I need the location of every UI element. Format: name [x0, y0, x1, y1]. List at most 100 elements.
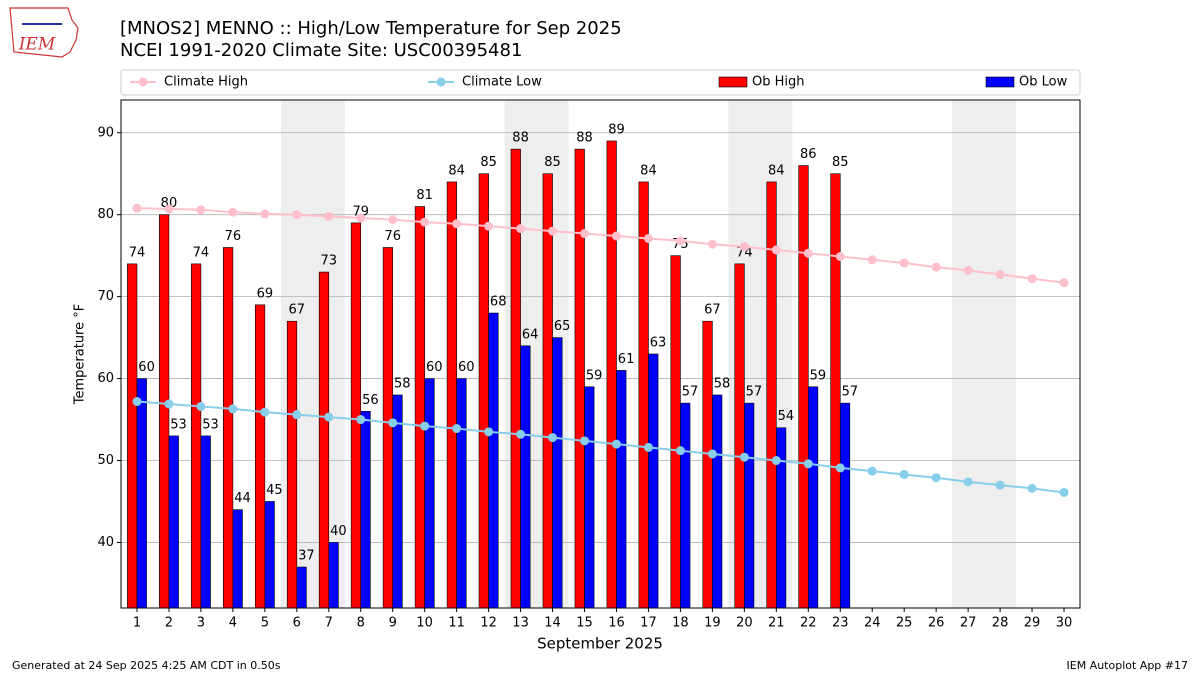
x-tick-label: 19 [704, 616, 721, 631]
legend-marker [138, 77, 148, 87]
bar [648, 353, 659, 609]
bar [616, 370, 627, 609]
data-label: 89 [608, 122, 625, 137]
data-label: 53 [170, 417, 187, 432]
bar [606, 140, 617, 609]
marker [260, 407, 270, 417]
legend-box [120, 69, 1081, 96]
bar [328, 542, 339, 609]
marker [803, 459, 813, 469]
marker [484, 427, 494, 437]
x-tick-label: 26 [928, 616, 945, 631]
y-tick-label: 80 [97, 207, 114, 222]
data-label: 63 [650, 336, 667, 351]
x-tick-label: 17 [640, 616, 657, 631]
plot-frame [120, 99, 1081, 609]
marker [420, 421, 430, 431]
logo-outline [9, 7, 79, 58]
marker [132, 203, 142, 213]
legend-swatch [718, 76, 748, 88]
bar [839, 402, 851, 609]
x-tick-label: 14 [544, 616, 561, 631]
x-tick-label: 1 [133, 616, 141, 631]
data-label: 61 [618, 352, 635, 367]
marker [388, 418, 398, 428]
marker [611, 231, 621, 241]
bar [254, 304, 266, 609]
logo-text: IEM [18, 35, 56, 55]
data-label: 73 [321, 254, 338, 269]
bar [318, 271, 330, 609]
marker [1059, 278, 1069, 288]
bar [734, 263, 745, 609]
marker [675, 236, 685, 246]
bar [712, 394, 723, 609]
bar [638, 181, 649, 609]
data-label: 74 [129, 245, 146, 260]
marker [164, 399, 174, 409]
marker [356, 415, 366, 425]
x-tick-label: 5 [261, 616, 269, 631]
bar [222, 247, 234, 609]
marker [228, 207, 238, 217]
bar [478, 173, 489, 609]
marker [867, 466, 877, 476]
marker [164, 204, 174, 214]
marker [1027, 483, 1037, 493]
marker [1059, 487, 1069, 497]
marker [931, 473, 941, 483]
x-tick-label: 3 [197, 616, 205, 631]
data-label: 86 [800, 147, 817, 162]
marker [771, 245, 781, 255]
data-label: 84 [448, 163, 465, 178]
x-tick-label: 4 [229, 616, 237, 631]
y-tick-label: 40 [97, 535, 114, 550]
x-tick-label: 15 [576, 616, 593, 631]
data-label: 64 [522, 327, 539, 342]
marker [963, 477, 973, 487]
y-axis-label: Temperature °F [73, 304, 88, 405]
weekend-shade [952, 100, 1017, 608]
data-label: 53 [202, 417, 219, 432]
footer-left: Generated at 24 Sep 2025 4:25 AM CDT in … [12, 659, 281, 672]
y-tick-label: 70 [97, 289, 114, 304]
bar [520, 345, 531, 609]
legend-marker [436, 77, 446, 87]
x-tick-label: 24 [864, 616, 881, 631]
bar [382, 247, 394, 609]
marker [995, 480, 1005, 490]
marker [516, 224, 526, 234]
x-tick-label: 8 [357, 616, 365, 631]
data-label: 88 [512, 131, 529, 146]
marker [388, 215, 398, 225]
marker [324, 412, 334, 422]
legend-label: Ob Low [1019, 75, 1068, 90]
marker [835, 463, 845, 473]
bar [264, 501, 275, 609]
bar [456, 378, 467, 609]
line [136, 207, 1065, 284]
data-label: 59 [810, 368, 827, 383]
data-label: 85 [544, 155, 561, 170]
marker [899, 258, 909, 268]
bar [702, 320, 713, 609]
x-tick-label: 22 [800, 616, 817, 631]
marker [707, 239, 717, 249]
x-tick-label: 9 [389, 616, 397, 631]
x-tick-label: 20 [736, 616, 753, 631]
marker [324, 211, 334, 221]
y-tick-label: 60 [97, 371, 114, 386]
data-label: 57 [842, 385, 859, 400]
x-tick-label: 25 [896, 616, 913, 631]
data-label: 67 [704, 303, 721, 318]
chart-subtitle: NCEI 1991-2020 Climate Site: USC00395481 [120, 40, 522, 61]
legend-label: Climate High [164, 75, 248, 90]
marker [739, 242, 749, 252]
data-label: 59 [586, 368, 603, 383]
marker [196, 205, 206, 215]
logo: IEM [9, 7, 79, 58]
bar [798, 165, 809, 609]
marker [611, 439, 621, 449]
marker [899, 469, 909, 479]
data-label: 60 [138, 360, 155, 375]
